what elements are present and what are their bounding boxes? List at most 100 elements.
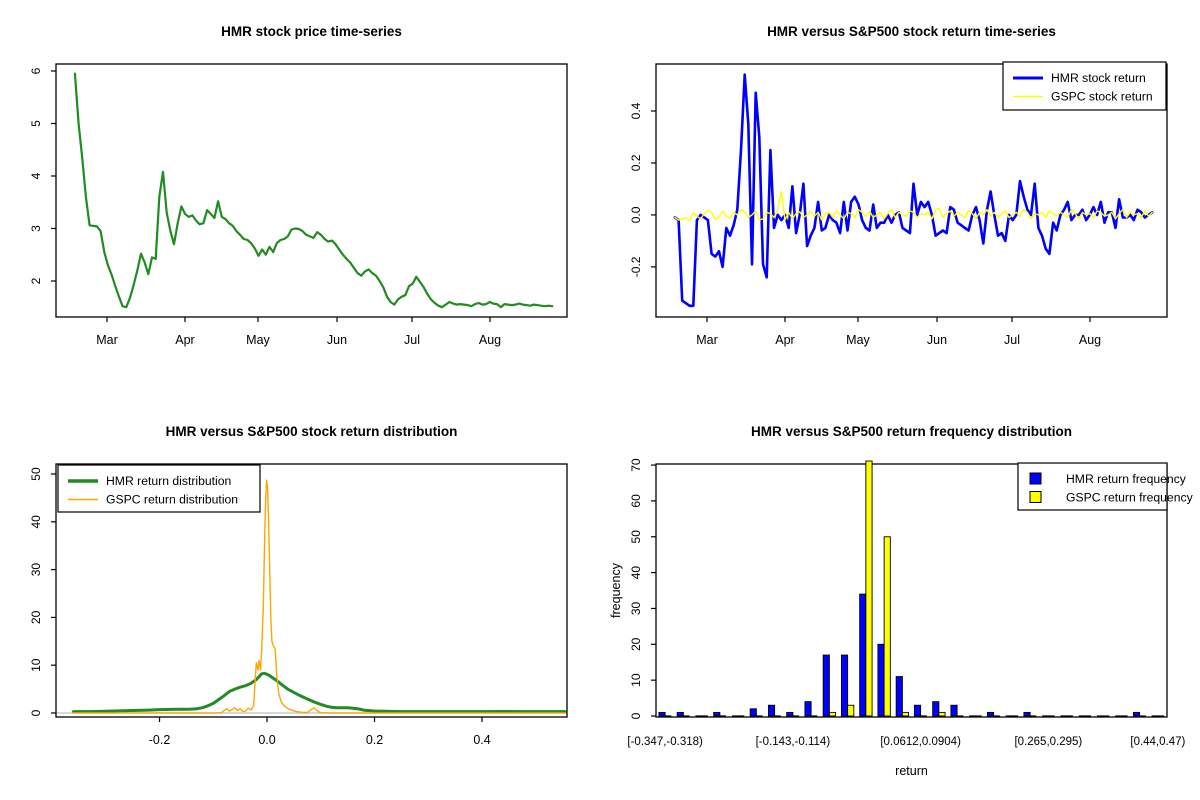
bin-label: [-0.347,-0.318) [627,736,703,748]
hmr-freq-bar [749,708,757,717]
chart-title-return-timeseries: HMR versus S&P500 stock return time-seri… [767,24,1056,39]
x-tick-label: Apr [775,333,794,347]
hmr-freq-bar [713,711,721,717]
y-tick-label: 0.0 [629,206,643,223]
y-tick-label: 5 [29,120,43,127]
hmr-freq-bar [1023,711,1031,717]
legend-box [1017,462,1168,511]
bin-label: [-0.143,-0.114) [756,736,831,748]
series-gspc-stock-return [674,190,1153,222]
hmr-freq-bar [877,643,885,717]
hmr-freq-bar [986,711,995,717]
y-tick-label: 40 [629,566,643,580]
hmr-freq-bar [932,701,940,717]
series-gspc-return-distribution [72,479,566,714]
bin-label: [0.0612,0.0904) [880,736,961,748]
hmr-freq-bar [840,654,849,717]
series-hmr-stock-return [673,73,1154,308]
y-tick-label: -0.2 [629,256,643,277]
y-tick-label: 0 [29,709,43,716]
gspc-freq-bar [883,536,891,717]
x-tick-label: 0.0 [258,733,275,747]
x-tick-label: Jun [927,333,947,347]
panel-return-timeseries: HMR versus S&P500 stock return time-seri… [600,0,1200,400]
chart-title-return-distribution: HMR versus S&P500 stock return distribut… [165,424,458,439]
chart-return-timeseries: -0.2 0.0 0.2 0.4 Mar Apr May Jun Jul Aug HMR stock… [629,61,1168,347]
y-tick-label: 2 [29,277,43,284]
legend-label: GSPC return frequency [1066,491,1194,505]
x-tick-label: Jul [1004,333,1020,347]
y-tick-label: 0.2 [629,154,643,171]
gspc-freq-bar [901,711,910,717]
y-tick-label: 40 [29,515,43,529]
chart-return-frequency: 0 10 20 30 40 50 60 70 [-0.347,-0.318) [-0.143,-0… [609,458,1194,778]
x-tick-label: Apr [175,333,194,347]
hmr-freq-bar [895,676,903,717]
y-tick-label: 6 [29,67,43,74]
gspc-freq-bar [828,711,837,717]
legend-label: GSPC return distribution [106,493,238,507]
hmr-freq-bar [804,701,812,717]
series-hmr-stock-price [73,72,554,309]
y-tick-label: 20 [629,637,643,651]
x-tick-label: Mar [696,333,718,347]
hmr-freq-bar [767,704,776,717]
x-tick-label: Mar [96,333,118,347]
gspc-freq-bar [865,460,873,717]
y-tick-label: 0.4 [629,102,643,119]
gspc-freq-bar [847,704,855,717]
y-tick-label: 4 [29,172,43,179]
legend-box [57,464,261,513]
legend-square-swatch [1029,472,1042,485]
x-axis-label: return [895,764,928,778]
y-tick-label: 3 [29,225,43,232]
x-tick-label: May [846,333,870,347]
bin-label: [0.44,0.47) [1130,736,1185,748]
x-tick-label: May [246,333,270,347]
plot-box [55,463,568,718]
x-tick-label: Aug [479,333,501,347]
legend-label: HMR return frequency [1066,472,1187,486]
legend-square-swatch [1029,491,1042,503]
y-tick-label: 0 [629,712,643,719]
x-tick-label: Aug [1079,333,1101,347]
legend-label: HMR stock return [1051,71,1146,85]
bin-label: [0.265,0.295) [1014,736,1082,748]
panel-hmr-price: HMR stock price time-series 2 3 4 5 6 Mar Apr M… [0,0,600,400]
x-tick-label: -0.2 [149,733,171,747]
hmr-freq-bar [822,654,830,717]
y-tick-label: 30 [629,601,643,615]
legend-label: GSPC stock return [1051,90,1153,104]
chart-return-distribution: 0 10 20 30 40 50 -0.2 0.0 0.2 0.4 HMR return distr… [29,463,568,747]
series-hmr-return-distribution [72,671,567,714]
hmr-freq-bar [676,711,684,717]
plot-box [655,63,1168,318]
hmr-freq-bar [859,593,867,717]
hmr-freq-bar [658,711,666,717]
x-tick-label: 0.2 [366,733,383,747]
hmr-freq-bar [913,704,922,717]
chart-title-return-frequency: HMR versus S&P500 return frequency distr… [750,424,1073,439]
x-tick-label: 0.4 [473,733,490,747]
y-tick-label: 50 [29,467,43,481]
y-tick-label: 10 [629,673,643,687]
x-tick-label: Jul [404,333,420,347]
chart-hmr-price: 2 3 4 5 6 Mar Apr May Jun Jul Aug [29,63,568,347]
y-tick-label: 30 [29,563,43,577]
gspc-freq-bar [938,711,946,717]
y-tick-label: 70 [629,458,643,472]
chart-title-hmr-price: HMR stock price time-series [221,24,402,39]
hmr-freq-bar [1132,711,1141,717]
y-tick-label: 10 [29,658,43,672]
x-tick-label: Jun [327,333,347,347]
y-tick-label: 20 [29,610,43,624]
legend-box [1002,61,1167,111]
panel-return-frequency: HMR versus S&P500 return frequency distr… [600,400,1200,800]
plot-box [55,63,568,318]
y-tick-label: 50 [629,530,643,544]
legend-label: HMR return distribution [106,474,231,488]
hmr-freq-bar [786,711,794,717]
y-tick-label: 60 [629,494,643,508]
panel-return-distribution: HMR versus S&P500 stock return distribut… [0,400,600,800]
